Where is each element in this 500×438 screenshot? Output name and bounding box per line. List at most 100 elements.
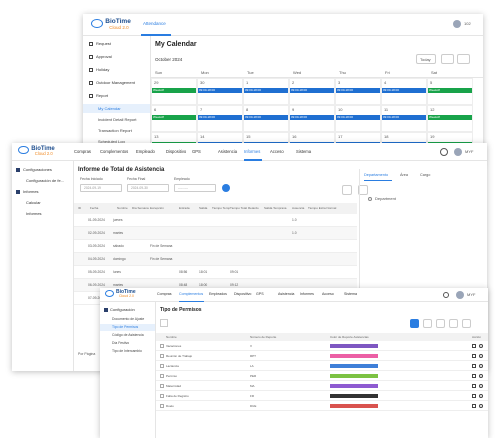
event-bar[interactable]: 09:00-18:00 bbox=[336, 88, 380, 93]
table-row[interactable] bbox=[74, 240, 357, 253]
table-row[interactable] bbox=[74, 227, 357, 240]
edit-icon[interactable] bbox=[472, 374, 476, 378]
sidebar-item[interactable]: Informes bbox=[23, 189, 39, 194]
delete-icon[interactable] bbox=[479, 344, 483, 348]
nav-item[interactable]: Asistencia bbox=[218, 149, 238, 154]
filter-input[interactable]: --------- bbox=[174, 184, 216, 192]
event-label[interactable]: 09:00-18:00 bbox=[383, 114, 400, 119]
sidebar-item[interactable]: Configuración de fe... bbox=[26, 178, 65, 183]
event-bar[interactable]: 09:00-18:00 bbox=[244, 115, 288, 120]
table-row[interactable] bbox=[156, 371, 488, 381]
sidebar-item[interactable]: Configuraciones bbox=[23, 167, 52, 172]
edit-icon[interactable] bbox=[472, 394, 476, 398]
avatar[interactable] bbox=[453, 20, 461, 28]
tool-button[interactable] bbox=[462, 319, 471, 328]
nav-item[interactable]: Asistencia bbox=[278, 292, 295, 296]
filter-value[interactable]: 2024-09-19 bbox=[84, 186, 101, 191]
table-row[interactable] bbox=[74, 214, 357, 227]
table-row[interactable] bbox=[156, 381, 488, 391]
nav-item[interactable]: Acceso bbox=[270, 149, 284, 154]
sidebar-item[interactable]: Tipo de Permisos bbox=[112, 325, 139, 329]
radio[interactable] bbox=[368, 197, 372, 201]
submenu-item[interactable]: Transaction Report bbox=[98, 128, 132, 133]
event-bar[interactable]: Weekoff bbox=[428, 115, 472, 120]
user-name[interactable]: MYF bbox=[467, 292, 476, 297]
event-bar[interactable]: 09:00-18:00 bbox=[290, 115, 334, 120]
sidebar-item[interactable]: Tipo de Intercambio bbox=[112, 349, 142, 353]
sidebar-item[interactable]: Informes bbox=[26, 211, 42, 216]
panel-item[interactable]: Department bbox=[375, 196, 396, 201]
edit-icon[interactable] bbox=[472, 354, 476, 358]
filter-value[interactable]: 2024-09-30 bbox=[131, 186, 148, 191]
nav-item[interactable]: Dispositivo bbox=[166, 149, 187, 154]
delete-icon[interactable] bbox=[479, 394, 483, 398]
event-bar[interactable]: 09:00-18:00 bbox=[198, 115, 242, 120]
tab[interactable]: Attendance bbox=[143, 21, 166, 26]
checkbox[interactable] bbox=[160, 364, 164, 368]
delete-icon[interactable] bbox=[479, 364, 483, 368]
submenu-item[interactable]: My Calendar bbox=[98, 106, 121, 111]
panel-tab[interactable]: Área bbox=[400, 173, 409, 177]
tool-button[interactable] bbox=[449, 319, 458, 328]
checkbox[interactable] bbox=[160, 404, 164, 408]
event-label[interactable]: Weekoff bbox=[153, 87, 164, 92]
menu-item[interactable]: Approval bbox=[96, 54, 112, 59]
event-bar[interactable]: 09:00-18:00 bbox=[336, 115, 380, 120]
event-bar[interactable]: 09:00-18:00 bbox=[382, 115, 426, 120]
event-label[interactable]: 09:00-18:00 bbox=[337, 87, 354, 92]
avatar[interactable] bbox=[456, 291, 464, 299]
nav-item[interactable]: Informes bbox=[244, 149, 261, 154]
filter-input[interactable]: 2024-09-30 bbox=[127, 184, 169, 192]
nav-item[interactable]: Empleado bbox=[136, 149, 155, 154]
next-button[interactable] bbox=[457, 54, 470, 64]
nav-item[interactable]: Informes bbox=[300, 292, 314, 296]
delete-icon[interactable] bbox=[479, 374, 483, 378]
event-label[interactable]: 09:00-18:00 bbox=[291, 114, 308, 119]
table-row[interactable] bbox=[156, 341, 488, 351]
sidebar-item[interactable]: Calcular bbox=[26, 200, 41, 205]
nav-item[interactable]: Sistema bbox=[344, 292, 357, 296]
tool-button[interactable] bbox=[342, 185, 352, 195]
today-button[interactable]: Today bbox=[416, 54, 436, 64]
event-bar[interactable]: 09:00-18:00 bbox=[290, 88, 334, 93]
table-row[interactable] bbox=[74, 253, 357, 266]
checkbox[interactable] bbox=[160, 374, 164, 378]
nav-item[interactable]: GPS bbox=[256, 292, 264, 296]
user-name[interactable]: 102 bbox=[464, 21, 471, 26]
checkbox[interactable] bbox=[160, 384, 164, 388]
nav-item[interactable]: Acceso bbox=[322, 292, 334, 296]
table-row[interactable] bbox=[156, 401, 488, 411]
event-bar[interactable]: Weekoff bbox=[152, 88, 196, 93]
nav-item[interactable]: Dispositivo bbox=[234, 292, 252, 296]
checkbox[interactable] bbox=[160, 344, 164, 348]
nav-item[interactable]: Empleados bbox=[209, 292, 227, 296]
menu-item[interactable]: Holiday bbox=[96, 67, 110, 72]
menu-item[interactable]: Request bbox=[96, 41, 111, 46]
event-label[interactable]: 09:00-18:00 bbox=[199, 114, 216, 119]
edit-icon[interactable] bbox=[472, 344, 476, 348]
sidebar-item[interactable]: Código de Asistencia bbox=[112, 333, 144, 337]
submenu-item[interactable]: Scheduled Log bbox=[98, 139, 125, 144]
event-label[interactable]: 09:00-18:00 bbox=[383, 87, 400, 92]
event-label[interactable]: Weekoff bbox=[153, 114, 164, 119]
edit-icon[interactable] bbox=[472, 364, 476, 368]
nav-item[interactable]: Complementos bbox=[100, 149, 129, 154]
menu-item[interactable]: Outdoor Management bbox=[96, 80, 135, 85]
event-bar[interactable]: Weekoff bbox=[152, 115, 196, 120]
tool-button[interactable] bbox=[423, 319, 432, 328]
checkbox[interactable] bbox=[160, 354, 164, 358]
event-bar[interactable]: Weekoff bbox=[428, 88, 472, 93]
filter-input[interactable]: 2024-09-19 bbox=[80, 184, 122, 192]
nav-item[interactable]: Compras bbox=[74, 149, 91, 154]
event-label[interactable]: 09:00-18:00 bbox=[199, 87, 216, 92]
table-row[interactable] bbox=[156, 391, 488, 401]
avatar[interactable] bbox=[454, 148, 462, 156]
nav-item[interactable]: GPS bbox=[192, 149, 201, 154]
delete-icon[interactable] bbox=[479, 384, 483, 388]
today-label[interactable]: Today bbox=[420, 57, 431, 62]
sidebar-item[interactable]: Día Festivo bbox=[112, 341, 130, 345]
help-icon[interactable] bbox=[443, 292, 449, 298]
tool-button[interactable] bbox=[160, 319, 168, 327]
menu-item[interactable]: Report bbox=[96, 93, 109, 98]
user-name[interactable]: MYF bbox=[465, 149, 474, 154]
